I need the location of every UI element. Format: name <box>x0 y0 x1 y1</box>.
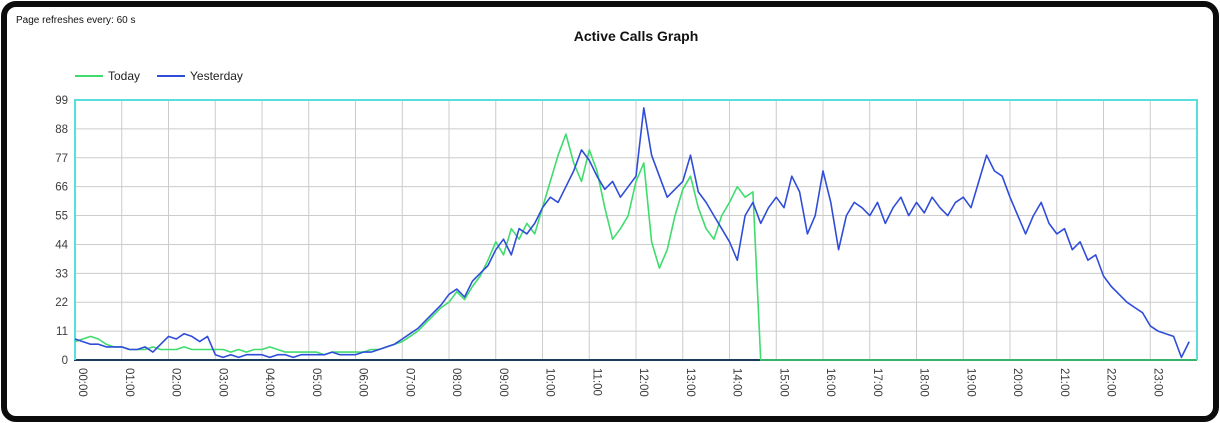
y-tick-label: 0 <box>62 355 68 367</box>
y-tick-label: 66 <box>55 182 68 194</box>
x-tick-label: 19:00 <box>964 368 976 397</box>
legend-label-today: Today <box>108 69 140 83</box>
x-tick-label: 10:00 <box>544 368 556 397</box>
x-tick-label: 14:00 <box>731 368 743 397</box>
x-tick-label: 16:00 <box>824 368 836 397</box>
x-tick-label: 00:00 <box>76 368 88 397</box>
x-tick-label: 07:00 <box>403 368 415 397</box>
x-tick-label: 17:00 <box>871 368 883 397</box>
plot-border <box>74 99 1198 360</box>
x-tick-label: 23:00 <box>1151 368 1163 397</box>
refresh-note: Page refreshes every: 60 s <box>16 15 136 26</box>
y-tick-label: 77 <box>55 153 68 165</box>
y-tick-label: 55 <box>55 211 68 223</box>
legend-label-yesterday: Yesterday <box>190 69 243 83</box>
x-tick-label: 08:00 <box>450 368 462 397</box>
x-tick-label: 09:00 <box>497 368 509 397</box>
y-tick-label: 11 <box>56 326 68 338</box>
y-tick-label: 99 <box>55 95 68 107</box>
x-tick-label: 12:00 <box>637 368 649 397</box>
chart-title: Active Calls Graph <box>574 28 699 44</box>
x-tick-label: 13:00 <box>684 368 696 397</box>
x-tick-label: 21:00 <box>1058 368 1070 397</box>
x-tick-label: 15:00 <box>777 368 789 397</box>
x-tick-label: 03:00 <box>216 368 228 397</box>
y-tick-label: 44 <box>55 239 68 251</box>
yesterday-series-line <box>74 107 1190 359</box>
legend: Today Yesterday <box>75 69 243 83</box>
x-tick-label: 04:00 <box>263 368 275 397</box>
x-tick-label: 02:00 <box>170 368 182 397</box>
x-tick-label: 06:00 <box>357 368 369 397</box>
y-tick-label: 88 <box>55 124 68 136</box>
x-tick-label: 18:00 <box>918 368 930 397</box>
x-tick-label: 01:00 <box>123 368 135 397</box>
x-tick-label: 22:00 <box>1105 368 1117 397</box>
x-tick-label: 11:00 <box>590 368 602 396</box>
x-tick-label: 20:00 <box>1011 368 1023 397</box>
plot-area: 0 11 22 33 44 55 66 77 88 99 00:00 01:00 02:00 03:00 0… <box>55 95 1198 397</box>
x-tick-label: 05:00 <box>310 368 322 397</box>
y-tick-label: 22 <box>55 297 68 309</box>
today-series-line <box>74 133 1197 361</box>
y-tick-label: 33 <box>55 268 68 280</box>
